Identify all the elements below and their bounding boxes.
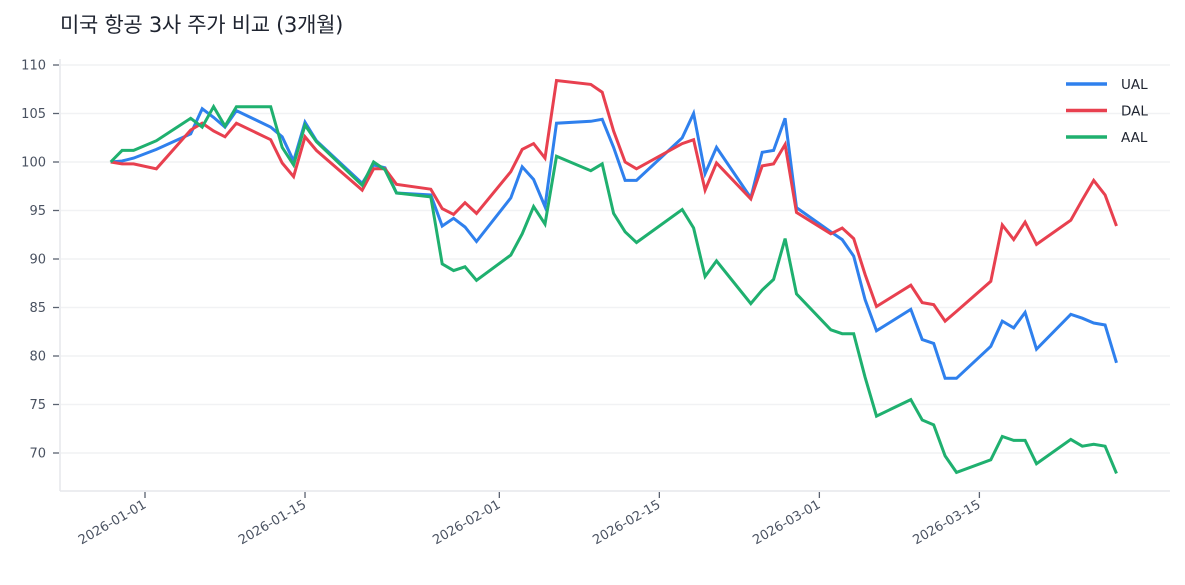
y-tick-label: 80 (29, 350, 46, 365)
series-line-ual (110, 106, 1118, 380)
y-tick-label: 95 (29, 204, 46, 219)
x-tick-label: 2026-02-01 (430, 497, 503, 548)
series-lines (109, 78, 1118, 475)
chart-title: 미국 항공 3사 주가 비교 (3개월) (60, 13, 344, 37)
x-tick-label: 2026-03-01 (750, 497, 823, 548)
y-tick-label: 90 (29, 253, 46, 268)
y-tick-label: 105 (21, 107, 46, 122)
y-tick-label: 85 (29, 301, 46, 316)
axis-spines (59, 59, 1170, 492)
y-tick-label: 75 (29, 398, 46, 413)
y-tick-label: 70 (29, 447, 46, 462)
x-axis: 2026-01-01 2026-01-15 2026-02-01 2026-02-15… (76, 492, 983, 548)
x-tick-label: 2026-02-15 (590, 497, 663, 548)
y-axis: 70 75 80 85 90 95 100 105 110 (21, 59, 59, 462)
x-tick-label: 2026-01-01 (76, 497, 149, 548)
y-tick-label: 100 (21, 156, 46, 171)
y-tick-label: 110 (21, 59, 46, 74)
x-tick-label: 2026-03-15 (910, 497, 983, 548)
x-tick-label: 2026-01-15 (236, 497, 309, 548)
series-line-dal (110, 78, 1118, 324)
legend-label-ual: UAL (1121, 77, 1148, 93)
legend: UAL DAL AAL (1066, 77, 1148, 146)
legend-label-dal: DAL (1121, 104, 1148, 120)
series-line-aal (109, 103, 1118, 475)
legend-label-aal: AAL (1121, 130, 1148, 146)
